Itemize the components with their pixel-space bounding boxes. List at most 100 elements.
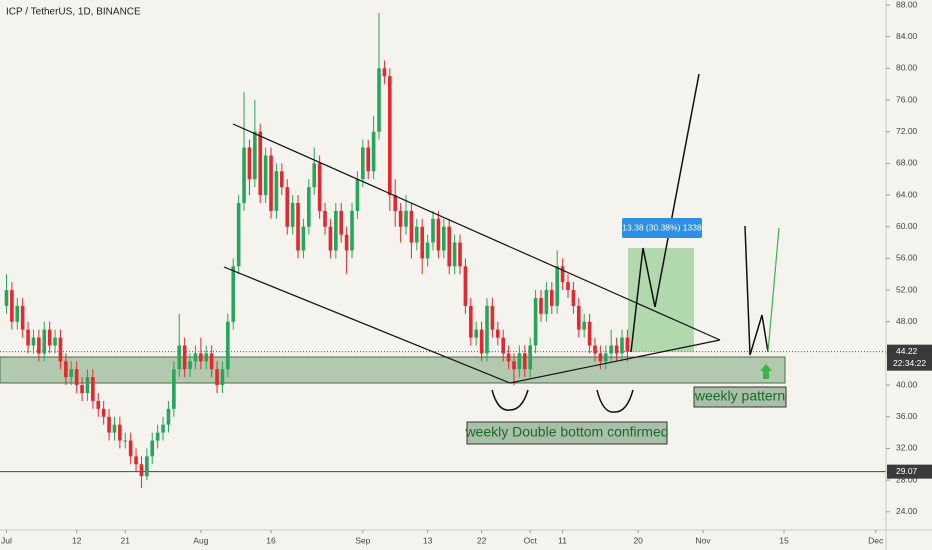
candle-body bbox=[458, 242, 462, 267]
candle-body bbox=[37, 337, 41, 354]
x-tick-label: 13 bbox=[423, 535, 433, 545]
candle-body bbox=[528, 345, 532, 370]
candle-body bbox=[226, 321, 230, 370]
chart-title: ICP / TetherUS, 1D, BINANCE bbox=[6, 7, 141, 18]
candle-body bbox=[425, 242, 430, 259]
candle-body bbox=[112, 424, 117, 433]
y-tick-label: 52.00 bbox=[896, 284, 918, 294]
candle-body bbox=[371, 131, 376, 172]
candle-body bbox=[485, 305, 489, 354]
candle-body bbox=[155, 432, 160, 441]
candle-body bbox=[469, 305, 473, 338]
candle-body bbox=[452, 242, 457, 267]
candle-body bbox=[377, 68, 381, 132]
candle-body bbox=[436, 218, 441, 251]
candle-body bbox=[47, 329, 52, 346]
x-tick-label: 12 bbox=[72, 535, 82, 545]
weekly-pattern-up bbox=[767, 227, 780, 353]
candle-body bbox=[420, 226, 425, 259]
candle-body bbox=[134, 456, 138, 465]
candle-body bbox=[10, 290, 14, 322]
x-tick-label: Jul bbox=[1, 535, 12, 545]
candle-body bbox=[296, 202, 300, 251]
candle-body bbox=[415, 226, 419, 243]
candle-body bbox=[312, 163, 317, 188]
x-tick-label: Aug bbox=[193, 535, 208, 545]
candle-body bbox=[539, 297, 543, 314]
candle-body bbox=[501, 337, 506, 354]
candle-body bbox=[107, 416, 111, 433]
measure-label: 13.38 (30.38%) 1338 bbox=[622, 222, 702, 232]
x-tick-label: 22 bbox=[477, 535, 487, 545]
annotation-box bbox=[693, 386, 787, 408]
candle-body bbox=[74, 369, 79, 386]
candle-body bbox=[447, 226, 452, 267]
candle-body bbox=[587, 321, 592, 346]
candle-body bbox=[209, 353, 214, 370]
candle-body bbox=[544, 290, 549, 314]
rising-trendline bbox=[509, 339, 721, 384]
candle-body bbox=[193, 353, 198, 362]
support-label-box bbox=[887, 464, 932, 479]
bottom-curve bbox=[596, 389, 634, 413]
candle-body bbox=[512, 361, 516, 370]
y-tick-label: 72.00 bbox=[896, 126, 918, 136]
candle-body bbox=[242, 147, 246, 203]
candle-body bbox=[215, 369, 219, 386]
candle-body bbox=[231, 266, 236, 322]
candle-body bbox=[64, 361, 68, 378]
y-tick-label: 36.00 bbox=[896, 411, 918, 421]
candle-body bbox=[199, 353, 203, 362]
candle-body bbox=[42, 329, 47, 354]
candle-body bbox=[334, 210, 338, 251]
candle-body bbox=[571, 290, 576, 306]
candle-body bbox=[188, 361, 192, 370]
candle-body bbox=[69, 369, 74, 378]
candle-body bbox=[479, 329, 484, 354]
candle-body bbox=[490, 305, 495, 330]
y-tick-label: 88.00 bbox=[896, 0, 918, 9]
candle-body bbox=[307, 187, 311, 227]
candle-body bbox=[442, 226, 446, 251]
y-tick-label: 24.00 bbox=[896, 506, 918, 516]
candle-body bbox=[603, 353, 608, 362]
y-tick-label: 48.00 bbox=[896, 316, 918, 326]
candle-body bbox=[382, 68, 387, 77]
candle-body bbox=[96, 400, 101, 409]
candle-body bbox=[172, 369, 176, 409]
candle-body bbox=[398, 210, 403, 227]
y-tick-label: 76.00 bbox=[896, 94, 918, 104]
up-arrow bbox=[760, 364, 772, 379]
annotation: weekly Double bottom confirmed bbox=[464, 424, 668, 440]
annotation-box bbox=[466, 421, 668, 445]
candle-body bbox=[582, 321, 586, 330]
candle-body bbox=[328, 226, 333, 251]
candle-body bbox=[118, 424, 122, 441]
candle-body bbox=[177, 345, 182, 370]
candle-body bbox=[506, 353, 511, 362]
candle-body bbox=[609, 345, 613, 354]
candle-body bbox=[263, 155, 268, 196]
candle-body bbox=[58, 337, 63, 362]
projection-path bbox=[630, 73, 700, 353]
candle-body bbox=[15, 305, 20, 322]
candle-body bbox=[517, 353, 522, 370]
candle-body bbox=[549, 290, 554, 306]
candle-body bbox=[496, 329, 500, 338]
candle-body bbox=[253, 131, 257, 180]
candles bbox=[4, 12, 630, 489]
y-tick-label: 56.00 bbox=[896, 253, 918, 263]
candle-body bbox=[182, 345, 187, 370]
candle-body bbox=[317, 163, 322, 211]
candle-body bbox=[522, 353, 527, 370]
candle-body bbox=[593, 345, 597, 354]
last-price-box bbox=[887, 344, 932, 371]
candle-body bbox=[355, 179, 360, 211]
y-tick-label: 28.00 bbox=[896, 474, 918, 484]
last-price-label: 44.22 bbox=[896, 346, 918, 356]
candle-body bbox=[560, 266, 565, 283]
candle-body bbox=[350, 210, 354, 251]
candle-body bbox=[474, 329, 479, 338]
